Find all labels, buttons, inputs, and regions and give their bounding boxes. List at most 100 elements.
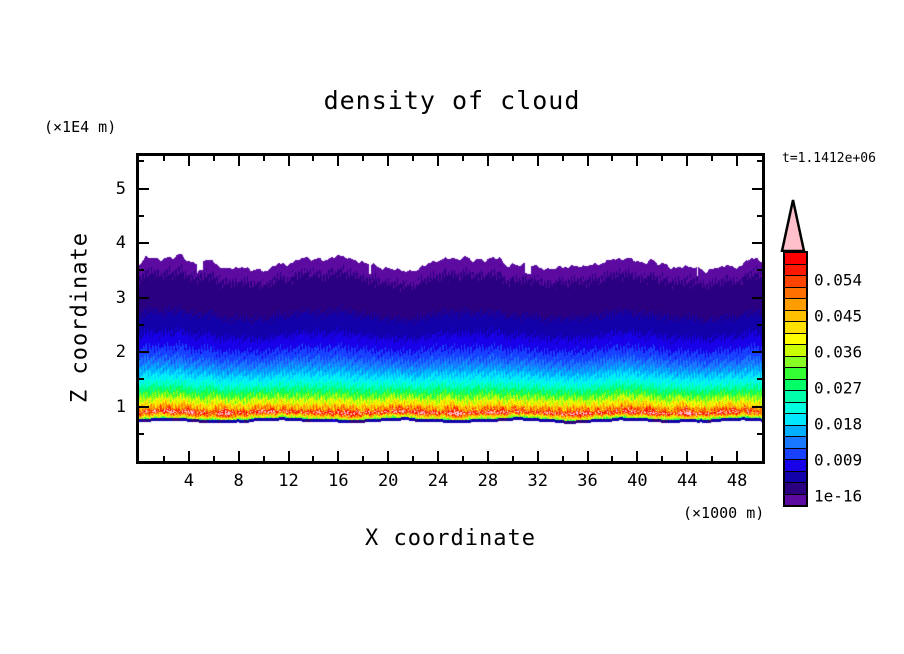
- y-tick-label: 3: [115, 287, 126, 308]
- x-tick-major-top: [187, 156, 190, 166]
- x-tick-major: [586, 451, 589, 461]
- x-tick-major: [486, 451, 489, 461]
- y-tick-major: [139, 242, 149, 245]
- colorbar-band: [785, 379, 806, 391]
- x-tick-minor-top: [212, 156, 215, 161]
- colorbar-band: [785, 253, 806, 265]
- y-tick-minor: [139, 323, 144, 326]
- x-tick-minor-top: [611, 156, 614, 161]
- x-tick-label: 24: [427, 471, 449, 491]
- x-tick-label: 16: [328, 471, 349, 491]
- colorbar-tick-label: 0.018: [814, 414, 863, 434]
- y-tick-major: [139, 405, 149, 408]
- x-tick-major-top: [387, 156, 390, 166]
- colorbar-band: [785, 402, 806, 414]
- y-tick-minor: [139, 214, 144, 217]
- colorbar-band: [785, 448, 806, 460]
- x-tick-major: [237, 451, 240, 461]
- colorbar-band: [785, 483, 806, 495]
- y-tick-minor: [139, 432, 144, 435]
- x-tick-label: 36: [577, 471, 598, 491]
- x-tick-major: [636, 451, 639, 461]
- x-tick-minor-top: [561, 156, 564, 161]
- time-annotation: t=1.1412e+06: [782, 151, 876, 166]
- x-tick-major: [686, 451, 689, 461]
- x-tick-minor-top: [412, 156, 415, 161]
- y-tick-major-right: [752, 187, 762, 190]
- x-tick-minor-top: [461, 156, 464, 161]
- colorbar-tick-label: 0.054: [814, 270, 863, 290]
- colorbar-tick-label: 0.009: [814, 450, 863, 470]
- colorbar-band: [785, 437, 806, 449]
- x-tick-minor: [162, 456, 165, 461]
- y-tick-minor: [139, 269, 144, 272]
- x-tick-minor: [262, 456, 265, 461]
- colorbar-band: [785, 264, 806, 276]
- x-tick-major-top: [636, 156, 639, 166]
- x-tick-minor: [561, 456, 564, 461]
- colorbar-band: [785, 425, 806, 437]
- colorbar-band: [785, 471, 806, 483]
- colorbar-band: [785, 356, 806, 368]
- x-tick-minor: [611, 456, 614, 461]
- x-tick-major: [536, 451, 539, 461]
- colorbar-band: [785, 333, 806, 345]
- y-tick-label: 2: [115, 342, 126, 363]
- y-tick-minor-right: [757, 432, 762, 435]
- x-tick-major: [287, 451, 290, 461]
- x-tick-major-top: [486, 156, 489, 166]
- colorbar-tick-label: 0.027: [814, 378, 863, 398]
- page-title: density of cloud: [323, 86, 581, 115]
- colorbar-band: [785, 460, 806, 472]
- x-tick-label: 20: [377, 471, 399, 491]
- x-tick-minor-top: [511, 156, 514, 161]
- x-tick-major-top: [586, 156, 589, 166]
- y-tick-major-right: [752, 351, 762, 354]
- y-tick-label: 4: [115, 233, 126, 254]
- x-tick-minor-top: [362, 156, 365, 161]
- y-tick-minor: [139, 378, 144, 381]
- y-tick-minor-right: [757, 160, 762, 163]
- colorbar-band: [785, 310, 806, 322]
- x-tick-major-top: [237, 156, 240, 166]
- y-tick-label: 5: [115, 178, 126, 199]
- plot-area: [136, 153, 765, 464]
- x-tick-minor: [412, 456, 415, 461]
- y-axis-title: Z coordinate: [67, 232, 93, 403]
- colorbar-band: [785, 494, 806, 505]
- x-tick-major: [187, 451, 190, 461]
- colorbar-band: [785, 345, 806, 357]
- x-tick-minor: [212, 456, 215, 461]
- x-tick-major: [736, 451, 739, 461]
- x-tick-label: 12: [278, 471, 299, 491]
- colorbar-band: [785, 287, 806, 299]
- x-tick-label: 4: [183, 471, 194, 491]
- y-tick-major: [139, 187, 149, 190]
- y-tick-minor-right: [757, 378, 762, 381]
- y-tick-minor-right: [757, 269, 762, 272]
- colorbar-band: [785, 414, 806, 426]
- y-tick-major-right: [752, 296, 762, 299]
- x-tick-minor: [661, 456, 664, 461]
- y-tick-minor: [139, 160, 144, 163]
- colorbar-band: [785, 391, 806, 403]
- x-tick-label: 48: [726, 471, 748, 491]
- x-tick-major: [337, 451, 340, 461]
- colorbar-band: [785, 299, 806, 311]
- y-tick-major-right: [752, 405, 762, 408]
- x-axis-title: X coordinate: [365, 526, 536, 551]
- x-tick-minor-top: [711, 156, 714, 161]
- x-tick-label: 28: [477, 471, 499, 491]
- colorbar-over-arrow-icon: [780, 199, 806, 252]
- colorbar-tick-label: 0.036: [814, 342, 863, 362]
- contour-field: [139, 156, 762, 461]
- colorbar-band: [785, 368, 806, 380]
- y-tick-major: [139, 296, 149, 299]
- x-tick-major: [437, 451, 440, 461]
- y-axis-unit-label: (×1E4 m): [44, 118, 117, 136]
- y-tick-minor-right: [757, 214, 762, 217]
- x-tick-minor: [312, 456, 315, 461]
- colorbar-band: [785, 322, 806, 334]
- x-tick-major-top: [287, 156, 290, 166]
